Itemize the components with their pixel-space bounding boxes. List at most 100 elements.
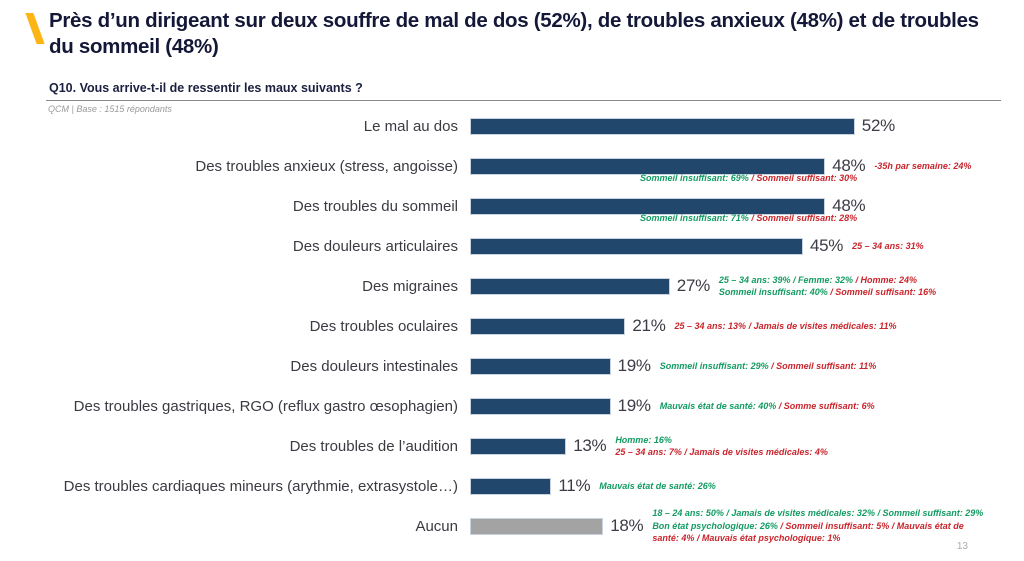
- annotation-segment: Sommeil insuffisant: 29%: [659, 360, 769, 371]
- annotation-segment: Mauvais état de santé: 26%: [599, 480, 716, 491]
- annotation-segment: / Sommeil suffisant: 30%: [748, 173, 858, 183]
- annotation-segment: Sommeil insuffisant: 69%: [639, 173, 749, 183]
- value-label: 27%: [676, 276, 710, 295]
- annotation-line: -35h par semaine: 24%: [874, 160, 971, 173]
- bar: [470, 477, 552, 495]
- chart-row: Aucun 18% 18 – 24 ans: 50% / Jamais de vis…: [18, 506, 1020, 546]
- chart-row: Des troubles de l’audition 13% Homme: 16% 2…: [18, 426, 1020, 466]
- category-label: Des troubles cardiaques mineurs (arythmi…: [63, 477, 458, 495]
- value-label: 18%: [610, 516, 644, 535]
- category-label: Des troubles oculaires: [309, 317, 458, 335]
- annotation-line: Mauvais état de santé: 40% / Somme suffi…: [660, 400, 875, 413]
- bar-muted: [470, 517, 604, 535]
- category-label: Des troubles gastriques, RGO (reflux gas…: [73, 397, 458, 415]
- annotation-side: 25 – 34 ans: 13% / Jamais de visites méd…: [675, 320, 897, 333]
- annotation-segment: 25 – 34 ans: 31%: [852, 240, 924, 251]
- chart-row: Des douleurs articulaires 45% 25 – 34 ans:…: [18, 226, 1020, 266]
- annotation-segment: Bon état psychologique: 26%: [652, 520, 778, 531]
- annotation-segment: 18 – 24 ans: 50% / Jamais de visites méd…: [652, 508, 984, 519]
- annotation-segment: santé: 4% / Mauvais état psychologique: …: [652, 533, 841, 544]
- annotation-side: -35h par semaine: 24%: [874, 160, 971, 173]
- bar-chart: Le mal au dos 52% Des troubles anxieux (st…: [18, 106, 1020, 546]
- bar-area: 19% Mauvais état de santé: 40% / Somme su…: [470, 386, 1020, 426]
- value-label: 48%: [832, 196, 866, 215]
- value-label: 48%: [832, 156, 866, 175]
- bar-area: 18% 18 – 24 ans: 50% / Jamais de visites …: [470, 506, 1020, 546]
- bar: [470, 157, 826, 175]
- annotation-line: Homme: 16%: [615, 434, 828, 447]
- bar-area: 19% Sommeil insuffisant: 29% / Sommeil su…: [470, 346, 1020, 386]
- annotation-segment: Homme: 16%: [615, 434, 672, 445]
- annotation-side: Sommeil insuffisant: 29% / Sommeil suffi…: [660, 360, 877, 373]
- value-label: 19%: [617, 396, 651, 415]
- value-label: 45%: [810, 236, 844, 255]
- category-label: Des migraines: [362, 277, 458, 295]
- value-label: 13%: [573, 436, 607, 455]
- title-accent-mark: [25, 13, 45, 44]
- bar: [470, 197, 826, 215]
- bar: [470, 237, 803, 255]
- bar-area: 21% 25 – 34 ans: 13% / Jamais de visites …: [470, 306, 1020, 346]
- chart-row: Des troubles du sommeil 48% Sommeil insuff…: [18, 186, 1020, 226]
- category-label: Des troubles anxieux (stress, angoisse): [195, 157, 458, 175]
- category-label: Des troubles du sommeil: [292, 197, 458, 215]
- chart-row: Des troubles oculaires 21% 25 – 34 ans: 13…: [18, 306, 1020, 346]
- annotation-below: Sommeil insuffisant: 71% / Sommeil suffi…: [470, 212, 857, 224]
- bar: [470, 357, 611, 375]
- chart-row: Des douleurs intestinales 19% Sommeil insu…: [18, 346, 1020, 386]
- annotation-segment: / Somme suffisant: 6%: [776, 400, 875, 411]
- bar: [470, 437, 567, 455]
- annotation-line: Sommeil insuffisant: 71% / Sommeil suffi…: [470, 212, 857, 224]
- bar-area: 48% Sommeil insuffisant: 71% / Sommeil su…: [470, 186, 1020, 226]
- bar-area: 45% 25 – 34 ans: 31%: [470, 226, 1020, 266]
- annotation-segment: Sommeil insuffisant: 71%: [639, 213, 749, 223]
- annotation-line: 25 – 34 ans: 31%: [852, 240, 924, 253]
- annotation-side: 18 – 24 ans: 50% / Jamais de visites méd…: [652, 507, 983, 545]
- chart-row: Des troubles cardiaques mineurs (arythmi…: [18, 466, 1020, 506]
- annotation-segment: / Sommeil suffisant: 11%: [768, 360, 877, 371]
- annotation-side: 25 – 34 ans: 31%: [852, 240, 924, 253]
- chart-row: Des troubles anxieux (stress, angoisse) 4…: [18, 146, 1020, 186]
- annotation-segment: / Homme: 24%: [853, 274, 918, 285]
- annotation-side: 25 – 34 ans: 39% / Femme: 32% / Homme: 2…: [719, 274, 936, 299]
- annotation-segment: 25 – 34 ans: 7% / Jamais de visites médi…: [615, 447, 828, 457]
- annotation-segment: / Sommeil insuffisant: 5% / Mauvais état…: [777, 520, 964, 531]
- annotation-segment: Sommeil insuffisant: 40%: [718, 287, 828, 297]
- question-label: Q10. Vous arrive-t-il de ressentir les m…: [49, 81, 363, 95]
- annotation-side: Mauvais état de santé: 40% / Somme suffi…: [660, 400, 875, 413]
- annotation-below: Sommeil insuffisant: 69% / Sommeil suffi…: [470, 172, 857, 184]
- annotation-segment: Mauvais état de santé: 40%: [659, 400, 777, 411]
- annotation-segment: 25 – 34 ans: 13% / Jamais de visites méd…: [674, 320, 897, 331]
- chart-row: Des troubles gastriques, RGO (reflux gas…: [18, 386, 1020, 426]
- value-label: 19%: [617, 356, 651, 375]
- annotation-side: Homme: 16% 25 – 34 ans: 7% / Jamais de vi…: [615, 434, 828, 459]
- bar: [470, 317, 626, 335]
- value-label: 52%: [861, 116, 895, 135]
- separator-line: [46, 100, 1001, 101]
- annotation-line: 25 – 34 ans: 13% / Jamais de visites méd…: [675, 320, 897, 333]
- slide-title: Près d’un dirigeant sur deux souffre de …: [49, 9, 979, 58]
- annotation-line: 25 – 34 ans: 7% / Jamais de visites médi…: [615, 446, 828, 459]
- annotation-line: Bon état psychologique: 26% / Sommeil in…: [652, 520, 983, 533]
- annotation-line: 18 – 24 ans: 50% / Jamais de visites méd…: [652, 507, 983, 520]
- annotation-line: Sommeil insuffisant: 40% / Sommeil suffi…: [719, 286, 936, 299]
- annotation-side: Mauvais état de santé: 26%: [599, 480, 716, 493]
- bar: [470, 397, 611, 415]
- annotation-segment: / Sommeil suffisant: 28%: [748, 213, 858, 223]
- annotation-line: santé: 4% / Mauvais état psychologique: …: [652, 532, 983, 545]
- annotation-segment: -35h par semaine: 24%: [874, 160, 972, 171]
- bar-area: 52%: [470, 106, 1020, 146]
- annotation-line: Mauvais état de santé: 26%: [599, 480, 716, 493]
- category-label: Des douleurs articulaires: [292, 237, 458, 255]
- bar-area: 11% Mauvais état de santé: 26%: [470, 466, 1020, 506]
- bar-area: 13% Homme: 16% 25 – 34 ans: 7% / Jamais de…: [470, 426, 1020, 466]
- base-note: QCM | Base : 1515 répondants: [48, 104, 172, 114]
- annotation-line: Sommeil insuffisant: 29% / Sommeil suffi…: [660, 360, 877, 373]
- annotation-segment: / Sommeil suffisant: 16%: [827, 287, 937, 297]
- bar-area: 48% -35h par semaine: 24% Sommeil insuffis…: [470, 146, 1020, 186]
- annotation-line: 25 – 34 ans: 39% / Femme: 32% / Homme: 2…: [719, 274, 936, 287]
- value-label: 21%: [632, 316, 666, 335]
- category-label: Des douleurs intestinales: [290, 357, 458, 375]
- annotation-segment: 25 – 34 ans: 39% / Femme: 32%: [718, 274, 853, 285]
